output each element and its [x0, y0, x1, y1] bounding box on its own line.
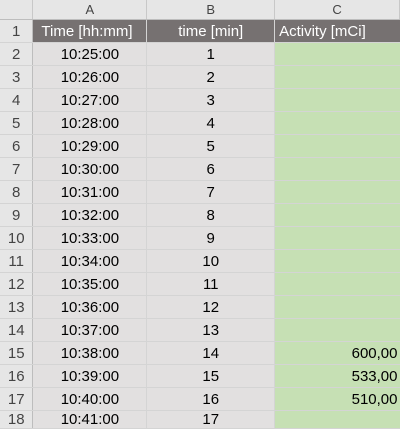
cell-time[interactable]: 10:26:00 — [32, 65, 148, 89]
cell-activity[interactable] — [274, 42, 400, 66]
table-row: 17 10:40:00 16 510,00 — [0, 387, 400, 411]
cell-minutes[interactable]: 12 — [146, 295, 276, 319]
cell-time[interactable]: 10:33:00 — [32, 226, 148, 250]
cell-time[interactable]: 10:35:00 — [32, 272, 148, 296]
row-header[interactable]: 17 — [0, 387, 34, 411]
cell-time[interactable]: 10:36:00 — [32, 295, 148, 319]
cell-minutes[interactable]: 15 — [146, 364, 276, 388]
cell-time[interactable]: 10:28:00 — [32, 111, 148, 135]
cell-minutes[interactable]: 14 — [146, 341, 276, 365]
column-header-a[interactable]: A — [32, 0, 148, 20]
header-cell-minutes[interactable]: time [min] — [146, 19, 276, 43]
cell-minutes[interactable]: 4 — [146, 111, 276, 135]
cell-time[interactable]: 10:31:00 — [32, 180, 148, 204]
header-cell-time[interactable]: Time [hh:mm] — [32, 19, 148, 43]
table-row: 6 10:29:00 5 — [0, 134, 400, 158]
table-row: 2 10:25:00 1 — [0, 42, 400, 66]
table-row: 8 10:31:00 7 — [0, 180, 400, 204]
cell-minutes[interactable]: 10 — [146, 249, 276, 273]
row-header[interactable]: 14 — [0, 318, 34, 342]
cell-minutes[interactable]: 3 — [146, 88, 276, 112]
cell-time[interactable]: 10:25:00 — [32, 42, 148, 66]
cell-activity[interactable] — [274, 272, 400, 296]
cell-activity[interactable] — [274, 226, 400, 250]
row-header[interactable]: 4 — [0, 88, 34, 112]
cell-time[interactable]: 10:41:00 — [32, 410, 148, 429]
cell-minutes[interactable]: 2 — [146, 65, 276, 89]
table-row: 10 10:33:00 9 — [0, 226, 400, 250]
cell-minutes[interactable]: 7 — [146, 180, 276, 204]
cell-time[interactable]: 10:34:00 — [32, 249, 148, 273]
cell-minutes[interactable]: 1 — [146, 42, 276, 66]
header-cell-activity[interactable]: Activity [mCi] — [274, 19, 400, 43]
table-row: 16 10:39:00 15 533,00 — [0, 364, 400, 388]
cell-minutes[interactable]: 5 — [146, 134, 276, 158]
cell-time[interactable]: 10:38:00 — [32, 341, 148, 365]
row-header[interactable]: 16 — [0, 364, 34, 388]
row-header[interactable]: 9 — [0, 203, 34, 227]
cell-activity[interactable] — [274, 410, 400, 429]
table-row: 18 10:41:00 17 — [0, 410, 400, 429]
row-header[interactable]: 8 — [0, 180, 34, 204]
row-header[interactable]: 10 — [0, 226, 34, 250]
select-all-corner[interactable] — [0, 0, 34, 20]
cell-time[interactable]: 10:32:00 — [32, 203, 148, 227]
cell-minutes[interactable]: 16 — [146, 387, 276, 411]
table-row: 13 10:36:00 12 — [0, 295, 400, 319]
table-header-row: 1 Time [hh:mm] time [min] Activity [mCi] — [0, 19, 400, 43]
cell-activity[interactable] — [274, 134, 400, 158]
cell-activity[interactable] — [274, 203, 400, 227]
table-row: 4 10:27:00 3 — [0, 88, 400, 112]
cell-activity[interactable] — [274, 295, 400, 319]
row-header[interactable]: 2 — [0, 42, 34, 66]
table-row: 12 10:35:00 11 — [0, 272, 400, 296]
cell-activity[interactable] — [274, 65, 400, 89]
row-header[interactable]: 13 — [0, 295, 34, 319]
table-row: 14 10:37:00 13 — [0, 318, 400, 342]
cell-minutes[interactable]: 6 — [146, 157, 276, 181]
cell-activity[interactable] — [274, 88, 400, 112]
cell-activity[interactable]: 533,00 — [274, 364, 400, 388]
table-row: 9 10:32:00 8 — [0, 203, 400, 227]
row-header[interactable]: 7 — [0, 157, 34, 181]
column-header-b[interactable]: B — [146, 0, 276, 20]
cell-time[interactable]: 10:29:00 — [32, 134, 148, 158]
cell-activity[interactable] — [274, 111, 400, 135]
row-header[interactable]: 18 — [0, 410, 34, 429]
table-row: 5 10:28:00 4 — [0, 111, 400, 135]
row-header[interactable]: 15 — [0, 341, 34, 365]
cell-time[interactable]: 10:37:00 — [32, 318, 148, 342]
cell-activity[interactable]: 600,00 — [274, 341, 400, 365]
cell-activity[interactable]: 510,00 — [274, 387, 400, 411]
row-header[interactable]: 3 — [0, 65, 34, 89]
cell-minutes[interactable]: 9 — [146, 226, 276, 250]
cell-minutes[interactable]: 8 — [146, 203, 276, 227]
table-row: 3 10:26:00 2 — [0, 65, 400, 89]
cell-activity[interactable] — [274, 180, 400, 204]
cell-minutes[interactable]: 17 — [146, 410, 276, 429]
cell-minutes[interactable]: 11 — [146, 272, 276, 296]
cell-activity[interactable] — [274, 157, 400, 181]
cell-activity[interactable] — [274, 249, 400, 273]
row-header[interactable]: 12 — [0, 272, 34, 296]
table-row: 7 10:30:00 6 — [0, 157, 400, 181]
cell-time[interactable]: 10:39:00 — [32, 364, 148, 388]
row-header[interactable]: 11 — [0, 249, 34, 273]
table-row: 11 10:34:00 10 — [0, 249, 400, 273]
cell-time[interactable]: 10:30:00 — [32, 157, 148, 181]
column-header-row: A B C — [0, 0, 400, 20]
row-header[interactable]: 6 — [0, 134, 34, 158]
row-header[interactable]: 1 — [0, 19, 34, 43]
column-header-c[interactable]: C — [274, 0, 400, 20]
cell-minutes[interactable]: 13 — [146, 318, 276, 342]
row-header[interactable]: 5 — [0, 111, 34, 135]
cell-activity[interactable] — [274, 318, 400, 342]
cell-time[interactable]: 10:27:00 — [32, 88, 148, 112]
table-row: 15 10:38:00 14 600,00 — [0, 341, 400, 365]
cell-time[interactable]: 10:40:00 — [32, 387, 148, 411]
